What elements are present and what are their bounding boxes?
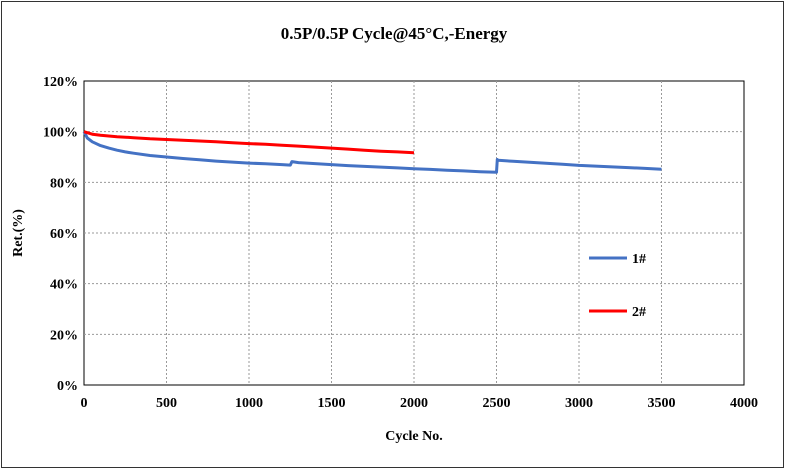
y-tick-label: 60% <box>50 227 78 242</box>
y-tick-label: 100% <box>43 126 78 141</box>
x-tick-label: 3000 <box>565 396 593 411</box>
legend-label-1: 1# <box>632 252 646 267</box>
gridlines <box>84 81 744 385</box>
x-tick-label: 0 <box>81 396 88 411</box>
x-tick-label: 2500 <box>483 396 511 411</box>
x-tick-label: 2000 <box>400 396 428 411</box>
series-lines <box>82 130 662 174</box>
x-axis-label: Cycle No. <box>385 429 443 444</box>
x-tick-label: 1500 <box>318 396 346 411</box>
axes: 0% 20% 40% 60% 80% 100% 120% 0 500 1000 1500 2000 25… <box>43 75 758 411</box>
y-tick-label: 0% <box>57 379 78 394</box>
y-tick-label: 40% <box>50 278 78 293</box>
series-line-1 <box>82 131 662 174</box>
legend: 1# 2# <box>589 252 646 320</box>
y-tick-label: 20% <box>50 328 78 343</box>
x-tick-label: 4000 <box>730 396 758 411</box>
chart-title: 0.5P/0.5P Cycle@45°C,-Energy <box>281 24 508 43</box>
y-tick-label: 120% <box>43 75 78 90</box>
y-axis-label: Ret.(%) <box>11 209 26 257</box>
series-line-2 <box>83 130 415 155</box>
x-tick-label: 3500 <box>648 396 676 411</box>
legend-label-2: 2# <box>632 305 646 320</box>
y-tick-label: 80% <box>50 176 78 191</box>
x-tick-label: 1000 <box>235 396 263 411</box>
x-tick-label: 500 <box>156 396 177 411</box>
